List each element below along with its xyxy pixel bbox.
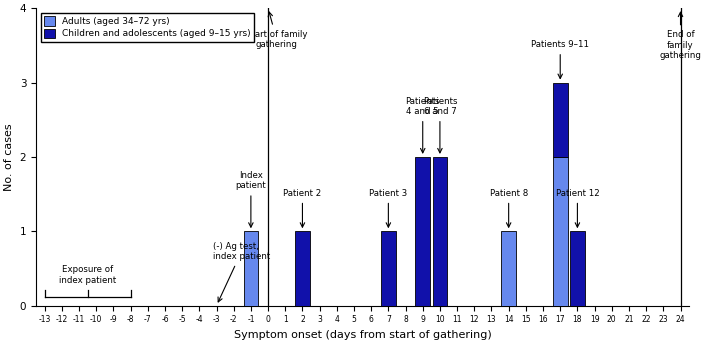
Bar: [244, 231, 258, 305]
Bar: [295, 231, 310, 305]
Text: Patients
6 and 7: Patients 6 and 7: [423, 97, 457, 153]
Text: Patient 12: Patient 12: [556, 189, 600, 227]
Text: Patients
4 and 5: Patients 4 and 5: [406, 97, 440, 153]
Bar: [433, 157, 448, 305]
Text: Start of family
gathering: Start of family gathering: [246, 12, 308, 49]
Bar: [501, 231, 516, 305]
Bar: [416, 157, 430, 305]
Text: Patients 9–11: Patients 9–11: [531, 40, 589, 78]
Legend: Adults (aged 34–72 yrs), Children and adolescents (aged 9–15 yrs): Adults (aged 34–72 yrs), Children and ad…: [40, 13, 255, 42]
Bar: [553, 83, 568, 157]
Text: Index
patient: Index patient: [235, 171, 267, 227]
Text: Patient 8: Patient 8: [489, 189, 528, 227]
Text: Patient 2: Patient 2: [284, 189, 322, 227]
Text: End of
family
gathering: End of family gathering: [660, 12, 701, 60]
Y-axis label: No. of cases: No. of cases: [4, 123, 14, 191]
Text: Patient 3: Patient 3: [369, 189, 407, 227]
Text: Exposure of
index patient: Exposure of index patient: [59, 265, 116, 285]
Bar: [381, 231, 396, 305]
Bar: [553, 157, 568, 305]
X-axis label: Symptom onset (days from start of gathering): Symptom onset (days from start of gather…: [234, 330, 491, 340]
Text: (-) Ag test,
index patient: (-) Ag test, index patient: [213, 241, 270, 302]
Bar: [570, 231, 585, 305]
